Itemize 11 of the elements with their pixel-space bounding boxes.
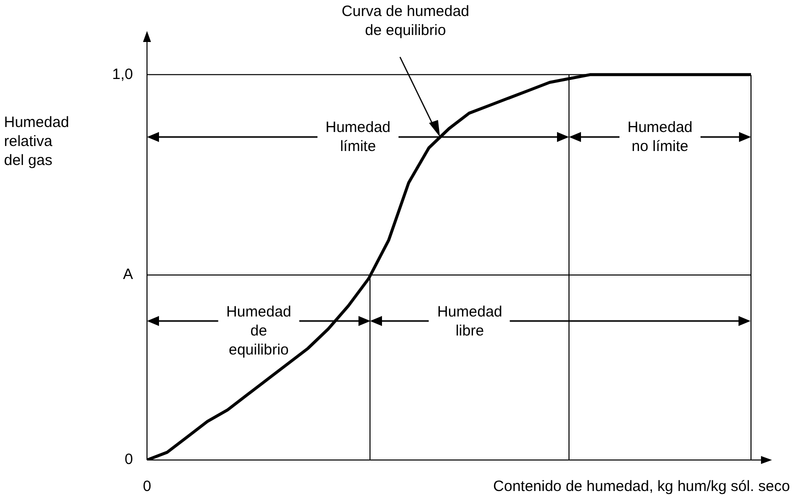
- x-axis-title: Contenido de humedad, kg hum/kg sól. seco: [493, 478, 790, 496]
- annotation: Humedad no límite: [627, 118, 693, 155]
- y-tick-label: 0: [124, 451, 133, 468]
- annotation: Humedad límite: [325, 118, 391, 155]
- annotation: Humedad de equilibrio: [226, 303, 292, 358]
- annotation: Humedad libre: [437, 303, 502, 340]
- text: 0: [142, 478, 152, 496]
- y-tick-label: 1,0: [112, 66, 133, 83]
- y-axis-title: Humedad relativa del gas: [4, 114, 70, 169]
- y-tick-label: A: [122, 266, 133, 284]
- text: Curva de humedad de equilibrio: [342, 2, 470, 39]
